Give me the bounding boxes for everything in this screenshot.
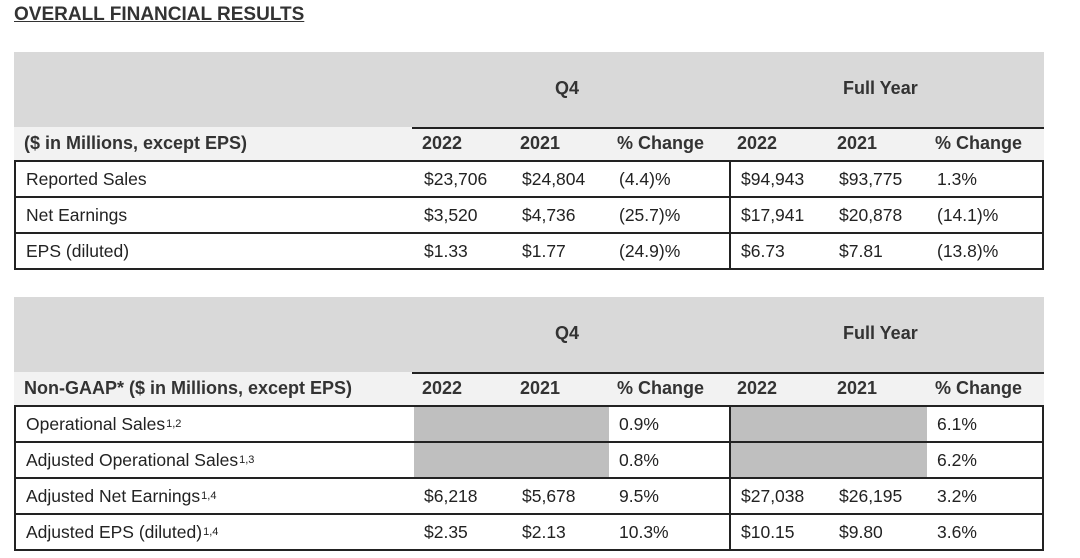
footnote-ref: 1,2 — [166, 418, 182, 430]
table-cell: $2.35 — [424, 521, 468, 542]
table-cell: 6.2% — [937, 449, 977, 470]
table-row: Net Earnings $3,520 $4,736 (25.7)% $17,941 $2… — [14, 198, 1044, 234]
table-cell — [414, 443, 512, 477]
row-label: Adjusted EPS (diluted) 1,4 — [16, 515, 414, 549]
column-header-row: ($ in Millions, except EPS) 2022 2021 % Cha… — [14, 127, 1044, 160]
table-cell: $9.80 — [839, 521, 883, 542]
table-cell: (13.8)% — [937, 240, 999, 261]
column-header: 2022 — [737, 133, 778, 153]
table-cell — [414, 407, 512, 441]
footnote-ref: 1,3 — [239, 454, 255, 466]
table-cell: $10.15 — [729, 515, 829, 549]
row-label: EPS (diluted) — [16, 234, 414, 268]
full-year-header: Full Year — [843, 323, 918, 343]
table-cell — [829, 407, 927, 441]
period-header-band: Q4 Full Year — [14, 52, 1044, 127]
table-cell: $27,038 — [729, 479, 829, 513]
column-header: 2021 — [837, 378, 878, 398]
q4-header: Q4 — [555, 78, 580, 98]
table-row: Reported Sales $23,706 $24,804 (4.4)% $94,94… — [14, 160, 1044, 198]
section-title: OVERALL FINANCIAL RESULTS — [14, 4, 305, 25]
row-label: Adjusted Operational Sales 1,3 — [16, 443, 414, 477]
table-cell: $3,520 — [424, 204, 478, 225]
footnote-ref: 1,4 — [203, 526, 219, 538]
table-cell: 0.9% — [619, 413, 659, 434]
column-header: 2021 — [837, 133, 878, 153]
row-label-text: Net Earnings — [26, 204, 128, 225]
table-cell: 3.6% — [937, 521, 977, 542]
financial-results-table: Q4 Full Year ($ in Millions, except EPS) 20… — [14, 52, 1044, 270]
column-header: % Change — [935, 378, 1023, 398]
row-label: Net Earnings — [16, 198, 414, 232]
table-cell: $7.81 — [839, 240, 883, 261]
full-year-header: Full Year — [843, 78, 918, 98]
footnote-ref: 1,4 — [201, 490, 217, 502]
row-label-text: Reported Sales — [26, 168, 147, 189]
row-label-text: Adjusted Operational Sales — [26, 449, 239, 470]
table-cell — [512, 407, 609, 441]
column-header: 2022 — [422, 378, 463, 398]
table-cell: 1.3% — [937, 168, 977, 189]
table-cell: $5,678 — [522, 485, 576, 506]
row-label-text: Operational Sales — [26, 413, 166, 434]
table-cell: $17,941 — [729, 198, 829, 232]
label-header: ($ in Millions, except EPS) — [24, 133, 248, 153]
table-cell: $1.33 — [424, 240, 468, 261]
row-label: Operational Sales 1,2 — [16, 407, 414, 441]
table-cell: $6,218 — [424, 485, 478, 506]
table-cell: $24,804 — [522, 168, 586, 189]
column-header: 2021 — [520, 133, 561, 153]
table-cell: $1.77 — [522, 240, 566, 261]
column-header: % Change — [935, 133, 1023, 153]
table-cell — [512, 443, 609, 477]
non-gaap-table: Q4 Full Year Non-GAAP* ($ in Millions, exc… — [14, 297, 1044, 551]
label-header: Non-GAAP* ($ in Millions, except EPS) — [24, 378, 353, 398]
table-row: Adjusted Operational Sales 1,3 0.8% 6.2% — [14, 443, 1044, 479]
table-cell: (24.9)% — [619, 240, 681, 261]
table-cell: 0.8% — [619, 449, 659, 470]
table-cell: $2.13 — [522, 521, 566, 542]
column-header: % Change — [617, 133, 705, 153]
column-header-row: Non-GAAP* ($ in Millions, except EPS) 202… — [14, 372, 1044, 405]
row-label-text: EPS (diluted) — [26, 240, 130, 261]
table-cell: $23,706 — [424, 168, 488, 189]
column-header: 2021 — [520, 378, 561, 398]
table-row: Adjusted Net Earnings 1,4 $6,218 $5,678 9.5%… — [14, 479, 1044, 515]
table-cell: (4.4)% — [619, 168, 671, 189]
table-cell — [729, 407, 829, 441]
period-header-band: Q4 Full Year — [14, 297, 1044, 372]
column-header: 2022 — [422, 133, 463, 153]
table-row: Operational Sales 1,2 0.9% 6.1% — [14, 405, 1044, 443]
table-cell: $4,736 — [522, 204, 576, 225]
row-label: Reported Sales — [16, 162, 414, 196]
row-label-text: Adjusted EPS (diluted) — [26, 521, 203, 542]
table-row: Adjusted EPS (diluted) 1,4 $2.35 $2.13 10.3%… — [14, 515, 1044, 551]
table-cell — [729, 443, 829, 477]
table-cell: $26,195 — [839, 485, 903, 506]
table-cell: $20,878 — [839, 204, 903, 225]
table-cell: $93,775 — [839, 168, 903, 189]
column-header: % Change — [617, 378, 705, 398]
column-header: 2022 — [737, 378, 778, 398]
row-label: Adjusted Net Earnings 1,4 — [16, 479, 414, 513]
table-cell: 6.1% — [937, 413, 977, 434]
table-cell: $94,943 — [729, 162, 829, 196]
q4-header: Q4 — [555, 323, 580, 343]
table-cell — [829, 443, 927, 477]
table-cell: (25.7)% — [619, 204, 681, 225]
table-cell: $6.73 — [729, 234, 829, 268]
table-row: EPS (diluted) $1.33 $1.77 (24.9)% $6.73 $7.81… — [14, 234, 1044, 270]
table-cell: (14.1)% — [937, 204, 999, 225]
table-cell: 9.5% — [619, 485, 659, 506]
table-cell: 10.3% — [619, 521, 669, 542]
row-label-text: Adjusted Net Earnings — [26, 485, 201, 506]
table-cell: 3.2% — [937, 485, 977, 506]
